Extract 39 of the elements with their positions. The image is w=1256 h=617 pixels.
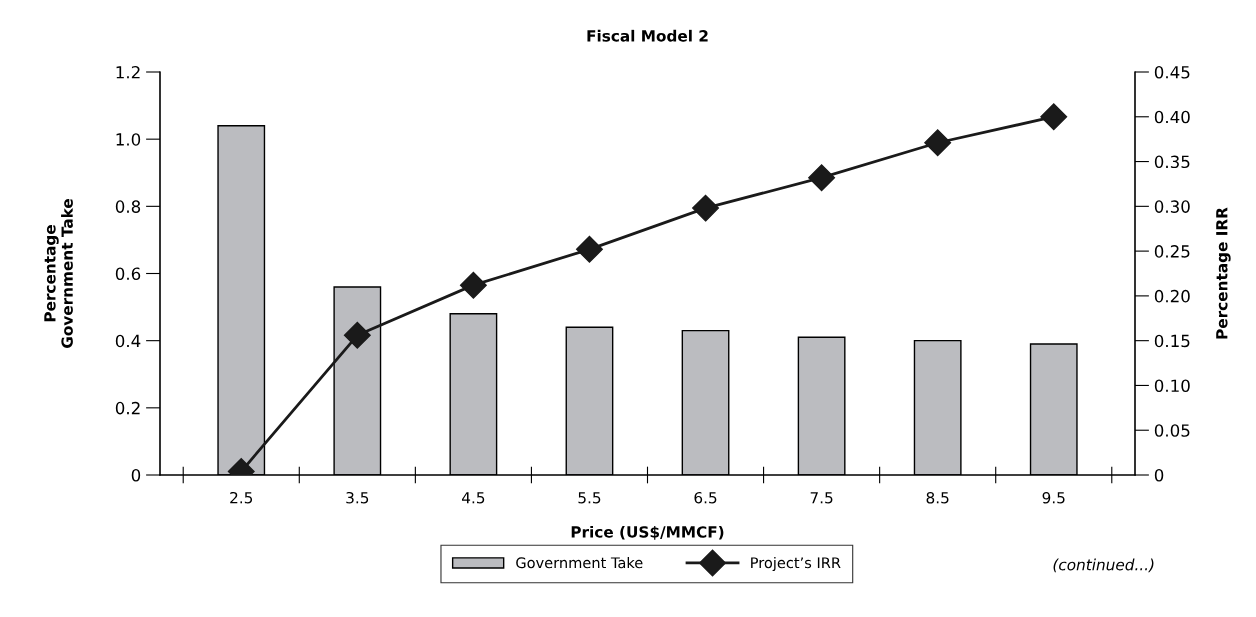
x-tick-label: 3.5 — [346, 491, 369, 504]
y2-tick-label: 0.25 — [1154, 245, 1190, 258]
y-tick-label: 1.0 — [116, 133, 141, 146]
y-tick-label: 0.2 — [115, 401, 140, 415]
y-tick-label: 0.4 — [115, 334, 141, 348]
y-tick-label: 0 — [131, 468, 141, 482]
x-tick-label: 2.5 — [230, 491, 253, 504]
x-tick-label: 9.5 — [1042, 491, 1065, 504]
chart-title: Fiscal Model 2 — [587, 29, 708, 42]
x-axis-title: Price (US$/MMCF) — [571, 525, 724, 540]
y2-tick-label: 0.35 — [1154, 155, 1190, 169]
y2-tick-label: 0.30 — [1154, 200, 1190, 213]
y-axis-title: Percentage Government Take — [44, 199, 73, 348]
y-tick-label: 1.2 — [116, 65, 140, 79]
point — [459, 271, 487, 299]
x-tick-label: 4.5 — [461, 492, 485, 504]
x-tick-label: 7.5 — [810, 492, 833, 504]
y2-tick-label: 0.45 — [1154, 65, 1190, 79]
legend-label: Project’s IRR — [751, 556, 841, 572]
y2-tick-label: 0 — [1154, 468, 1164, 482]
y2-tick-label: 0.05 — [1154, 424, 1190, 437]
point — [576, 235, 603, 263]
point — [692, 194, 719, 222]
y2-tick-label: 0.20 — [1154, 289, 1190, 303]
text: (continued...) — [1053, 558, 1154, 573]
y2-tick-label: 0.40 — [1154, 110, 1190, 124]
point — [1040, 103, 1068, 131]
x-tick-label: 5.5 — [578, 492, 601, 504]
point — [924, 129, 952, 157]
y2-tick-label: 0.10 — [1154, 379, 1190, 393]
x-tick-label: 8.5 — [926, 491, 949, 504]
y2-tick-label: 0.15 — [1154, 334, 1190, 348]
point — [808, 164, 836, 192]
y-tick-label: 0.6 — [115, 267, 141, 281]
point — [343, 321, 371, 349]
y2-axis-title: Percentage IRR — [1216, 207, 1231, 339]
y-tick-label: 0.8 — [115, 200, 141, 213]
legend-label: Government Take — [516, 556, 643, 569]
x-tick-label: 6.5 — [694, 491, 717, 504]
